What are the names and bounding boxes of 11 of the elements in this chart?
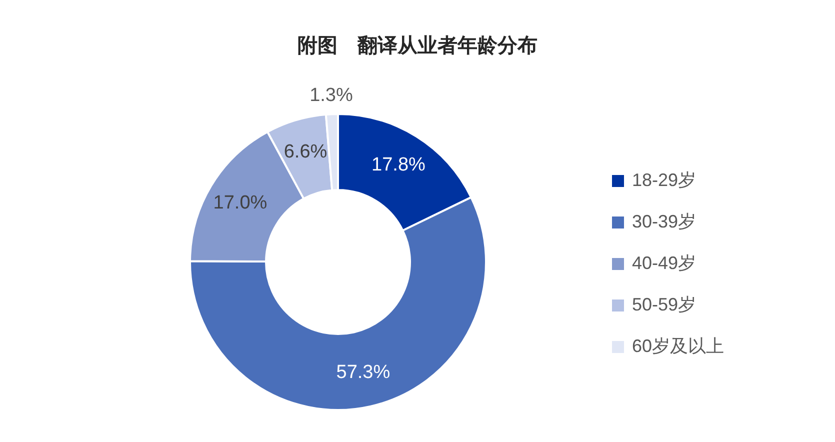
data-label: 17.8% (372, 154, 426, 176)
data-label: 17.0% (213, 192, 268, 214)
legend-label: 18-29岁 (632, 170, 696, 190)
legend-label: 60岁及以上 (632, 336, 724, 356)
chart-title: 附图 翻译从业者年龄分布 (298, 35, 538, 57)
data-label: 1.3% (310, 85, 353, 106)
legend-label: 40-49岁 (632, 252, 696, 273)
data-label: 6.6% (284, 142, 328, 163)
data-label: 57.3% (336, 362, 390, 384)
legend-label: 30-39岁 (632, 211, 696, 232)
legend-label: 50-59岁 (632, 294, 696, 314)
